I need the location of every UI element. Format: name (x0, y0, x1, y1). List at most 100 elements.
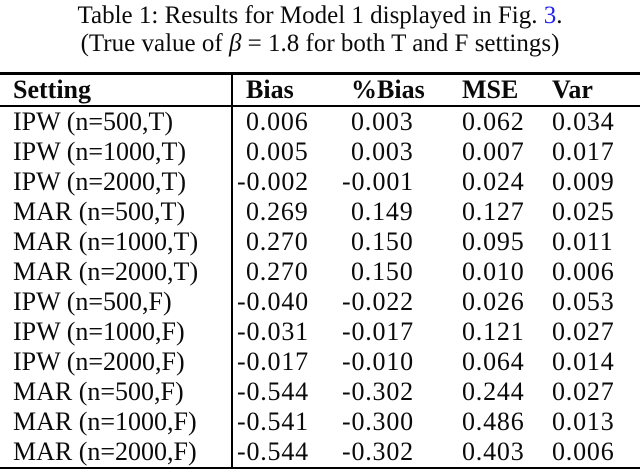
bias-cell: -0.017 (232, 347, 339, 377)
bias-value: -0.544 (237, 377, 309, 406)
mse-value: 0.024 (462, 167, 525, 196)
table-row: MAR (n=500,F) -0.544 -0.302 0.244 0.027 (0, 377, 640, 407)
percent-bias-cell: -0.001 (339, 167, 451, 197)
var-value: 0.017 (552, 137, 615, 166)
setting-cell: MAR (n=1000,F) (0, 407, 233, 437)
mse-value: 0.244 (462, 377, 525, 406)
percent-bias-value: 0.150 (351, 227, 414, 256)
mse-cell: 0.007 (451, 137, 539, 167)
var-cell: 0.027 (539, 317, 640, 347)
mse-cell: 0.095 (451, 227, 539, 257)
header-setting: Setting (0, 73, 233, 107)
percent-bias-value: -0.017 (342, 317, 414, 346)
table-row: MAR (n=1000,F) -0.541 -0.300 0.486 0.013 (0, 407, 640, 437)
var-value: 0.034 (552, 107, 615, 136)
bias-value: -0.541 (237, 407, 309, 436)
percent-bias-cell: 0.150 (339, 257, 451, 287)
table-header: Setting Bias %Bias MSE Var (0, 73, 640, 107)
mse-cell: 0.486 (451, 407, 539, 437)
setting-cell: MAR (n=2000,T) (0, 257, 233, 287)
bias-value: -0.040 (237, 287, 309, 316)
var-cell: 0.025 (539, 197, 640, 227)
mse-value: 0.026 (462, 287, 525, 316)
bias-cell: -0.031 (232, 317, 339, 347)
bias-value: 0.005 (246, 137, 309, 166)
bias-value: -0.031 (237, 317, 309, 346)
var-value: 0.013 (552, 407, 615, 436)
setting-cell: IPW (n=500,F) (0, 287, 233, 317)
table-row: IPW (n=2000,T) -0.002 -0.001 0.024 0.009 (0, 167, 640, 197)
var-value: 0.027 (552, 317, 615, 346)
mse-value: 0.010 (462, 257, 525, 286)
mse-value: 0.127 (462, 197, 525, 226)
bias-cell: -0.002 (232, 167, 339, 197)
bias-value: 0.270 (246, 227, 309, 256)
bias-value: -0.544 (237, 437, 309, 466)
var-cell: 0.034 (539, 106, 640, 137)
var-value: 0.009 (552, 167, 615, 196)
bias-cell: 0.270 (232, 257, 339, 287)
percent-bias-value: -0.001 (342, 167, 414, 196)
percent-bias-cell: -0.017 (339, 317, 451, 347)
table-row: MAR (n=2000,F) -0.544 -0.302 0.403 0.006 (0, 437, 640, 468)
percent-bias-cell: 0.003 (339, 137, 451, 167)
percent-bias-value: -0.302 (342, 377, 414, 406)
mse-cell: 0.244 (451, 377, 539, 407)
figure-ref-link[interactable]: 3 (543, 2, 557, 29)
percent-bias-cell: -0.302 (339, 377, 451, 407)
bias-value: 0.269 (246, 197, 309, 226)
table-row: MAR (n=500,T) 0.269 0.149 0.127 0.025 (0, 197, 640, 227)
var-cell: 0.014 (539, 347, 640, 377)
caption-subtitle-pre: (True value of (80, 30, 229, 57)
mse-cell: 0.024 (451, 167, 539, 197)
bias-cell: 0.269 (232, 197, 339, 227)
mse-cell: 0.121 (451, 317, 539, 347)
var-value: 0.025 (552, 197, 615, 226)
bias-cell: 0.006 (232, 106, 339, 137)
var-cell: 0.013 (539, 407, 640, 437)
mse-value: 0.062 (462, 107, 525, 136)
bias-cell: -0.544 (232, 437, 339, 468)
var-cell: 0.006 (539, 437, 640, 468)
results-table: Setting Bias %Bias MSE Var IPW (n=500,T)… (0, 72, 640, 469)
bias-cell: -0.541 (232, 407, 339, 437)
setting-cell: MAR (n=2000,F) (0, 437, 233, 468)
mse-cell: 0.064 (451, 347, 539, 377)
percent-bias-cell: 0.149 (339, 197, 451, 227)
mse-value: 0.403 (462, 437, 525, 466)
caption-title-period: . (556, 2, 563, 29)
bias-cell: -0.544 (232, 377, 339, 407)
beta-symbol: β (228, 30, 242, 57)
header-var: Var (539, 73, 640, 107)
percent-bias-cell: 0.003 (339, 106, 451, 137)
caption-title-text: Table 1: Results for Model 1 displayed i… (77, 2, 544, 29)
bias-value: -0.017 (237, 347, 309, 376)
header-row: Setting Bias %Bias MSE Var (0, 73, 640, 107)
table-row: MAR (n=1000,T) 0.270 0.150 0.095 0.011 (0, 227, 640, 257)
percent-bias-cell: -0.300 (339, 407, 451, 437)
percent-bias-value: 0.003 (351, 107, 414, 136)
percent-bias-cell: -0.022 (339, 287, 451, 317)
mse-value: 0.121 (462, 317, 525, 346)
var-cell: 0.011 (539, 227, 640, 257)
bias-value: -0.002 (237, 167, 309, 196)
bias-cell: 0.270 (232, 227, 339, 257)
bias-cell: 0.005 (232, 137, 339, 167)
percent-bias-cell: -0.010 (339, 347, 451, 377)
table-body: IPW (n=500,T) 0.006 0.003 0.062 0.034 IP… (0, 106, 640, 468)
setting-cell: IPW (n=2000,F) (0, 347, 233, 377)
var-cell: 0.017 (539, 137, 640, 167)
setting-cell: IPW (n=2000,T) (0, 167, 233, 197)
percent-bias-value: -0.010 (342, 347, 414, 376)
var-value: 0.006 (552, 437, 615, 466)
percent-bias-cell: -0.302 (339, 437, 451, 468)
setting-cell: IPW (n=1000,F) (0, 317, 233, 347)
var-cell: 0.006 (539, 257, 640, 287)
caption-line-1: Table 1: Results for Model 1 displayed i… (0, 2, 640, 30)
percent-bias-value: 0.150 (351, 257, 414, 286)
percent-bias-value: -0.302 (342, 437, 414, 466)
table-row: IPW (n=500,F) -0.040 -0.022 0.026 0.053 (0, 287, 640, 317)
setting-cell: IPW (n=500,T) (0, 106, 233, 137)
setting-cell: MAR (n=500,T) (0, 197, 233, 227)
mse-cell: 0.127 (451, 197, 539, 227)
